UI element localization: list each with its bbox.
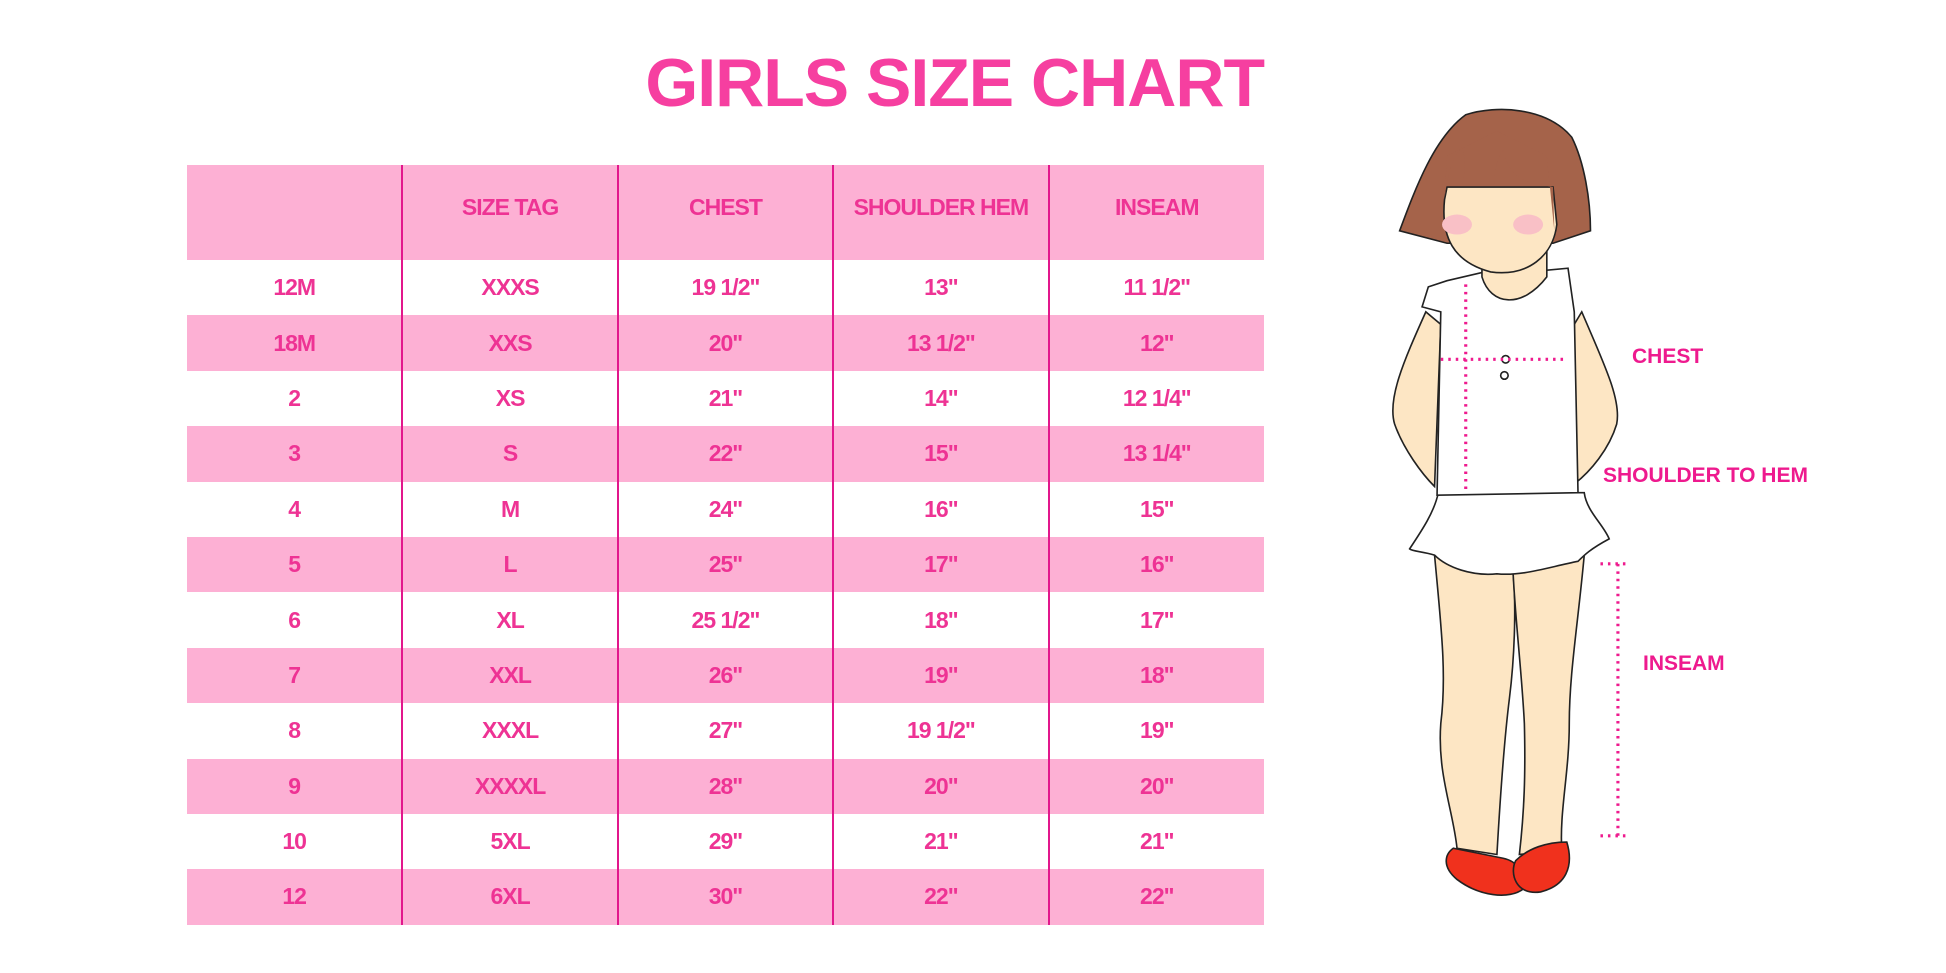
table-cell: 5XL — [401, 813, 618, 870]
table-cell: 22" — [1047, 869, 1264, 925]
table-cell: 21" — [1047, 813, 1264, 870]
table-cell: 16" — [1047, 536, 1264, 593]
table-cell: L — [401, 536, 618, 593]
table-cell: 15" — [1047, 481, 1264, 537]
table-row: 12M XXXS 19 1/2" 13" 11 1/2" — [187, 260, 1264, 316]
table-cell: 21" — [616, 370, 834, 427]
table-cell: 19 1/2" — [616, 260, 834, 316]
table-cell: 17" — [832, 536, 1049, 593]
table-cell: 10 — [282, 828, 307, 855]
face — [1443, 186, 1558, 274]
table-cell: 22" — [616, 426, 834, 482]
table-cell: 28" — [616, 758, 834, 814]
right-shoe — [1512, 841, 1571, 893]
table-cell: 20" — [1047, 758, 1264, 814]
table-cell: 8 — [288, 717, 301, 744]
table-row: 9 XXXXL 28" 20" 20" — [187, 758, 1264, 814]
table-cell: 30" — [616, 869, 834, 925]
table-cell: 2 — [288, 384, 301, 411]
table-row: 3 S 22" 15" 13 1/4" — [187, 426, 1264, 482]
chest-label: CHEST — [1632, 345, 1704, 368]
table-cell: 18" — [832, 592, 1049, 648]
table-cell: 5 — [288, 551, 301, 578]
table-cell: 12M — [273, 274, 316, 301]
table-cell: 19 1/2" — [832, 703, 1049, 759]
column-header: INSEAM — [1047, 165, 1264, 260]
table-cell: M — [401, 481, 618, 537]
table-cell: 6XL — [401, 869, 618, 925]
table-row: 2 XS 21" 14" 12 1/4" — [187, 370, 1264, 427]
table-cell: 27" — [616, 703, 834, 759]
table-cell: 20" — [616, 315, 834, 371]
table-body: 12M XXXS 19 1/2" 13" 11 1/2" 18M XXS 20" 13 1/2"… — [187, 260, 1264, 925]
table-cell: 12 1/4" — [1047, 370, 1264, 427]
table-row: 4 M 24" 16" 15" — [187, 481, 1264, 537]
hair — [1398, 108, 1592, 245]
size-chart-table: SIZE TAG CHEST SHOULDER HEM INSEAM 12M XXXS 1… — [187, 165, 1264, 925]
table-row: 7 XXL 26" 19" 18" — [187, 647, 1264, 704]
column-header: SIZE TAG — [401, 165, 618, 260]
right-arm — [1573, 310, 1619, 486]
table-cell: XXXS — [401, 260, 618, 316]
table-row: 8 XXXL 27" 19 1/2" 19" — [187, 703, 1264, 759]
table-cell: 22" — [832, 869, 1049, 925]
page-title: GIRLS SIZE CHART — [645, 45, 1265, 121]
table-cell: 18M — [273, 329, 316, 356]
table-cell: 14" — [832, 370, 1049, 427]
table-cell: 13 1/4" — [1047, 426, 1264, 482]
column-header: SHOULDER HEM — [832, 165, 1049, 260]
table-header-row: SIZE TAG CHEST SHOULDER HEM INSEAM — [187, 165, 1264, 260]
skirt — [1408, 491, 1611, 576]
table-cell: 20" — [832, 758, 1049, 814]
table-cell: 12" — [1047, 315, 1264, 371]
table-cell: 6 — [288, 606, 301, 633]
left-leg — [1433, 554, 1516, 856]
table-cell: XL — [401, 592, 618, 648]
table-cell: 7 — [288, 661, 301, 688]
table-cell: 11 1/2" — [1047, 260, 1264, 316]
table-row: 6 XL 25 1/2" 18" 17" — [187, 592, 1264, 648]
table-cell: 12 — [282, 883, 307, 910]
table-cell: 25" — [616, 536, 834, 593]
table-cell: 15" — [832, 426, 1049, 482]
table-cell: 17" — [1047, 592, 1264, 648]
table-cell: 25 1/2" — [616, 592, 834, 648]
table-cell: XXXL — [401, 703, 618, 759]
table-cell: 9 — [288, 772, 301, 799]
table-cell: 16" — [832, 481, 1049, 537]
table-cell: 21" — [832, 813, 1049, 870]
table-row: 18M XXS 20" 13 1/2" 12" — [187, 315, 1264, 371]
table-cell: 13" — [832, 260, 1049, 316]
right-leg — [1512, 554, 1586, 856]
inseam-label: INSEAM — [1643, 652, 1725, 675]
column-header: CHEST — [616, 165, 834, 260]
table-cell: S — [401, 426, 618, 482]
table-cell: 3 — [288, 440, 301, 467]
left-arm — [1391, 310, 1442, 489]
table-cell: 19" — [832, 647, 1049, 704]
column-header — [187, 165, 402, 260]
left-shoe — [1445, 847, 1526, 896]
table-row: 5 L 25" 17" 16" — [187, 536, 1264, 593]
table-cell: 19" — [1047, 703, 1264, 759]
table-row: 12 6XL 30" 22" 22" — [187, 869, 1264, 925]
table-cell: 29" — [616, 813, 834, 870]
table-cell: XXS — [401, 315, 618, 371]
shoulder-to-hem-label: SHOULDER TO HEM — [1603, 464, 1808, 487]
shirt — [1421, 267, 1579, 497]
table-cell: 13 1/2" — [832, 315, 1049, 371]
table-cell: XXL — [401, 647, 618, 704]
table-cell: XS — [401, 370, 618, 427]
table-row: 10 5XL 29" 21" 21" — [187, 813, 1264, 870]
table-cell: 4 — [288, 495, 301, 522]
table-cell: XXXXL — [401, 758, 618, 814]
table-cell: 18" — [1047, 647, 1264, 704]
table-cell: 26" — [616, 647, 834, 704]
table-cell: 24" — [616, 481, 834, 537]
